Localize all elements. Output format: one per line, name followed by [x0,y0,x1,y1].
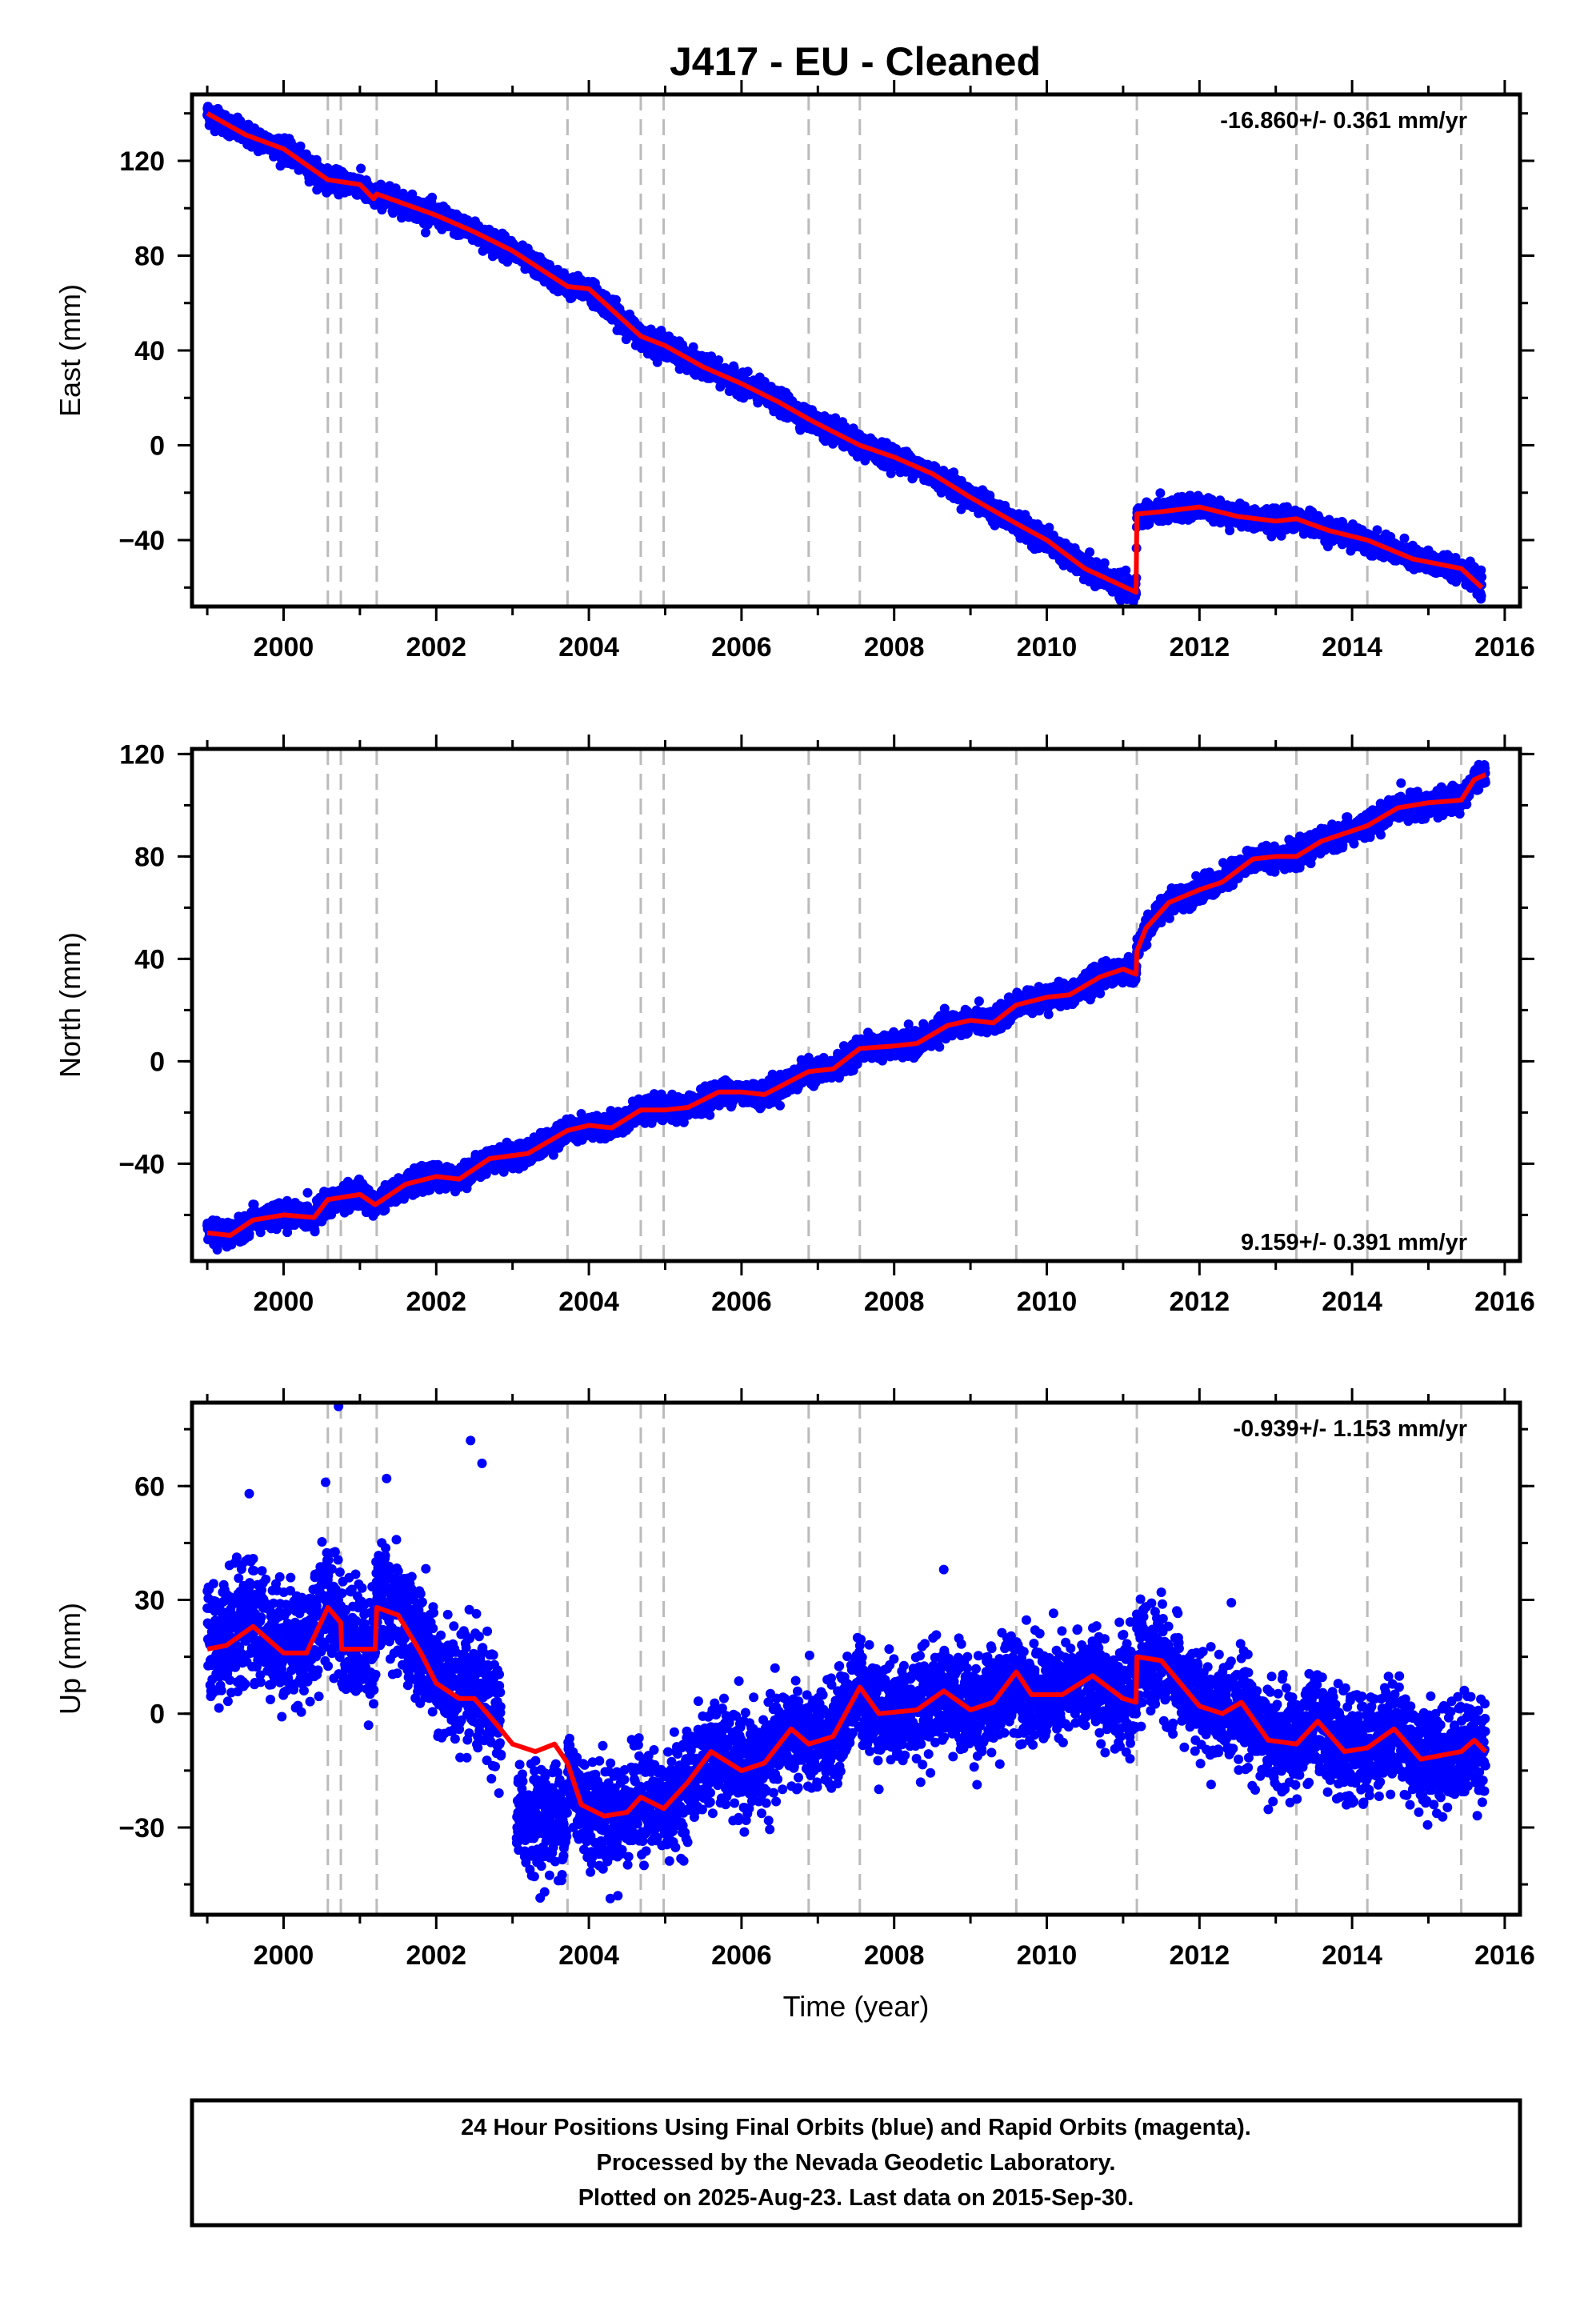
plot-area [202,94,1487,607]
data-point [688,342,698,352]
data-point [611,294,621,305]
data-point [1099,558,1110,568]
data-point [652,357,662,367]
data-point [1121,565,1131,575]
data-point [356,163,366,174]
east-panel: 2000 2002 2004 2006 2008 2010 2012 2014 2016−400… [54,80,1535,663]
data-point [742,366,753,377]
data-point [1225,526,1235,535]
data-point [427,192,438,202]
data-point [295,141,306,151]
data-point [706,351,717,362]
data-point [1085,547,1095,558]
data-point [714,355,724,366]
data-point [421,227,430,238]
data-point [821,434,831,444]
data-point [1044,522,1054,533]
data-point [1155,488,1166,498]
figure-title: J417 - EU - Cleaned [670,39,1041,84]
data-points [202,102,1487,607]
data-point [390,183,401,194]
